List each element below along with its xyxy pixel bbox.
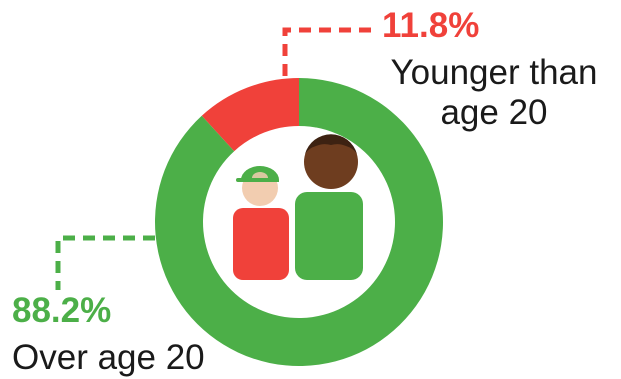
- value-label-older: 88.2%: [12, 291, 112, 330]
- category-label-younger-line2: age 20: [440, 93, 548, 132]
- leader-line-older: [55, 235, 155, 290]
- donut-slice-older: [154, 78, 443, 366]
- donut-slices: [154, 78, 443, 366]
- value-label-younger: 11.8%: [382, 6, 480, 45]
- category-label-younger-line1: Younger than: [390, 53, 598, 92]
- category-label-younger: Younger than age 20: [383, 53, 605, 133]
- child-icon: [233, 166, 289, 280]
- leader-line-younger: [282, 27, 375, 76]
- category-label-older: Over age 20: [12, 338, 205, 377]
- adult-icon: [295, 134, 363, 280]
- donut-slice-younger: [201, 78, 299, 152]
